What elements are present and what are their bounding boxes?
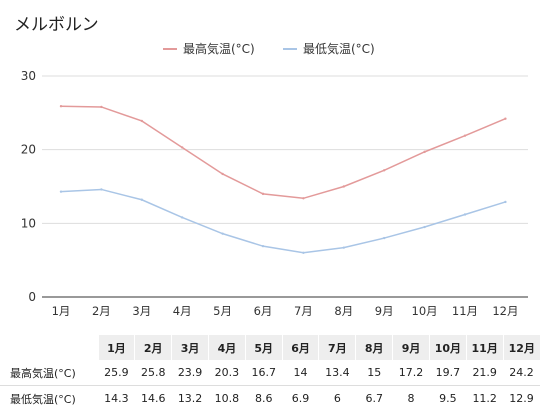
table-body: 最高気温(°C) 25.9 25.8 23.9 20.3 16.7 14 13.4 15 17.2… <box>0 360 540 411</box>
table-cell: 12.9 <box>503 385 540 411</box>
x-tick-label: 8月 <box>334 304 353 318</box>
data-point <box>383 169 386 172</box>
table-cell: 9.5 <box>429 385 467 411</box>
table-row-label: 最高気温(°C) <box>10 366 76 380</box>
x-tick-label: 11月 <box>452 304 478 318</box>
data-point <box>383 236 386 240</box>
data-point <box>504 117 507 120</box>
data-point <box>59 105 63 108</box>
table-cell: 23.9 <box>177 366 203 379</box>
x-tick-label: 10月 <box>412 304 438 318</box>
data-point <box>181 146 184 149</box>
table-cell: 20.3 <box>214 366 240 379</box>
series-line-1 <box>60 105 506 200</box>
data-point <box>181 216 184 219</box>
table-cell: 25.9 <box>104 366 129 379</box>
table-row: 最高気温(°C) 25.9 25.8 23.9 20.3 16.7 14 13.4 15 17.2… <box>0 360 540 386</box>
table-cell: 13.2 <box>171 385 209 411</box>
table-header-row: 1月 2月 3月 4月 5月 6月 7月 8月 9月 10月 11月 12月 <box>0 335 540 360</box>
table-header-cell: 1月 <box>97 335 135 360</box>
x-tick-label: 9月 <box>375 304 394 318</box>
table-cell: 17.2 <box>398 366 424 379</box>
table-cell: 6.9 <box>282 385 319 411</box>
x-tick-label: 7月 <box>294 304 313 318</box>
legend-label: 最低気温(°C) <box>303 41 375 56</box>
x-tick-label: 2月 <box>92 304 111 318</box>
y-tick-label: 0 <box>28 290 36 304</box>
table-header-cell: 11月 <box>465 335 504 360</box>
table-cell: 25.8 <box>140 366 166 379</box>
x-tick-label: 1月 <box>52 304 71 318</box>
table-header-cell: 9月 <box>392 335 430 360</box>
data-point <box>59 190 63 193</box>
data-point <box>342 185 345 188</box>
x-tick-label: 5月 <box>213 304 232 318</box>
table-header-cell: 10月 <box>428 335 467 360</box>
legend-label: 最高気温(°C) <box>183 41 255 56</box>
table-cell: 13.4 <box>325 366 350 379</box>
data-point <box>140 119 143 123</box>
table-corner-cell <box>0 335 98 360</box>
x-tick-label: 3月 <box>132 304 151 318</box>
data-point <box>140 198 143 201</box>
y-tick-label: 20 <box>21 143 36 157</box>
table-header-cell: 12月 <box>502 335 540 360</box>
data-point <box>302 197 305 200</box>
table-cell: 8 <box>392 385 430 411</box>
table-header-cell: 5月 <box>244 335 283 360</box>
x-tick-label: 4月 <box>173 304 192 318</box>
table-row: 最低気温(°C) 14.3 14.6 13.2 10.8 8.6 6.9 6 6.7 8 9.5 11… <box>0 385 540 411</box>
table-cell: 6.7 <box>355 385 393 411</box>
line-chart: 0 10 20 30 1月 2月 3月 4月 5月 6月 7月 8月 9月 10月 11月 12月 最高気温(°… <box>21 41 528 318</box>
data-point <box>221 172 224 176</box>
data-point <box>221 232 224 235</box>
data-point <box>504 200 507 204</box>
table-cell: 6 <box>318 385 356 411</box>
x-tick-label: 12月 <box>492 304 518 318</box>
data-point <box>100 188 103 191</box>
data-table: 1月 2月 3月 4月 5月 6月 7月 8月 9月 10月 11月 12月 最高気温(°C) 25.9… <box>0 335 540 411</box>
series-line-2 <box>60 188 506 254</box>
table-cell: 14.6 <box>134 385 172 411</box>
chart-title: メルボルン <box>14 15 99 35</box>
table-header-cell: 4月 <box>207 335 246 360</box>
table-header-cell: 2月 <box>134 335 172 360</box>
y-tick-label: 10 <box>21 216 36 230</box>
table-cell: 11.2 <box>466 385 504 411</box>
table-header-cell: 6月 <box>281 335 319 360</box>
data-point <box>423 150 426 154</box>
table-cell: 19.7 <box>435 366 461 379</box>
table-cell: 8.6 <box>245 385 283 411</box>
data-point <box>261 244 265 248</box>
data-point <box>463 134 467 137</box>
data-point <box>302 251 305 254</box>
table-cell: 24.2 <box>509 366 534 379</box>
y-tick-label: 30 <box>21 69 36 83</box>
table-cell: 15 <box>367 366 382 379</box>
data-point <box>423 225 426 229</box>
table-cell: 14.3 <box>98 385 135 411</box>
table-cell: 16.7 <box>251 366 276 379</box>
data-point <box>342 246 345 249</box>
table-cell: 14 <box>293 366 308 379</box>
table-header-cell: 8月 <box>355 335 393 360</box>
data-point <box>463 213 467 216</box>
data-point <box>261 192 265 196</box>
table-cell: 10.8 <box>208 385 246 411</box>
table-row-label: 最低気温(°C) <box>0 385 98 411</box>
table-header-cell: 3月 <box>171 335 209 360</box>
table-cell: 21.9 <box>472 366 497 379</box>
table-header-cell: 7月 <box>318 335 356 360</box>
data-point <box>100 105 103 109</box>
x-tick-label: 6月 <box>254 304 273 318</box>
